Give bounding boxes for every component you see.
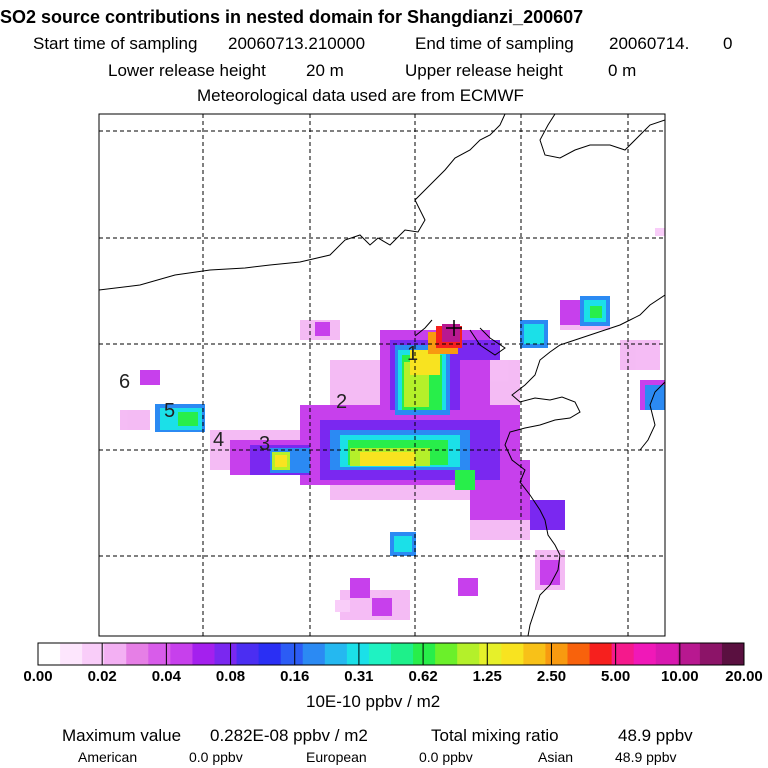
trajectory-labels: 1 2 3 4 5 6 — [119, 343, 418, 455]
concentration-field — [120, 228, 665, 620]
receptor-marker — [446, 320, 462, 336]
max-value-label: Maximum value — [62, 726, 182, 745]
trajectory-point: 4 — [213, 429, 224, 451]
total-mixing-label: Total mixing ratio — [431, 726, 559, 745]
trajectory-point: 1 — [407, 343, 418, 365]
trajectory-point: 5 — [164, 400, 175, 422]
trajectory-point: 2 — [336, 391, 347, 413]
colorbar-tick-label: 0.62 — [408, 668, 438, 685]
colorbar-tick-label: 0.00 — [23, 668, 53, 685]
max-value: 0.282E-08 ppbv / m2 — [210, 726, 368, 745]
trajectory-point: 3 — [259, 433, 270, 455]
european-value: 0.0 ppbv — [419, 749, 473, 765]
end-time-value: 20060714. — [609, 34, 690, 53]
american-value: 0.0 ppbv — [189, 749, 243, 765]
lower-height-value: 20 m — [306, 61, 344, 80]
colorbar-tick-label: 1.25 — [472, 668, 502, 685]
end-time-label: End time of sampling — [415, 34, 574, 53]
asian-label: Asian — [538, 749, 574, 765]
lower-height-label: Lower release height — [108, 61, 266, 80]
upper-height-label: Upper release height — [405, 61, 563, 80]
colorbar-unit: 10E-10 ppbv / m2 — [306, 692, 441, 711]
start-time-label: Start time of sampling — [33, 34, 198, 53]
map-frame — [98, 113, 666, 637]
coastlines — [99, 114, 665, 636]
total-mixing-value: 48.9 ppbv — [618, 726, 693, 745]
end-time-value2: 0 — [723, 34, 733, 53]
grid-lines — [99, 114, 665, 636]
colorbar-tick-label: 0.16 — [280, 668, 310, 685]
colorbar-tick-label: 5.00 — [601, 668, 631, 685]
colorbar-tick-label: 0.31 — [344, 668, 374, 685]
page-title: SO2 source contributions in nested domai… — [0, 7, 584, 27]
colorbar-tick-label: 0.08 — [215, 668, 246, 685]
trajectory-point: 6 — [119, 371, 130, 393]
colorbar-tick-label: 20.00 — [725, 668, 763, 685]
colorbar-tick-label: 2.50 — [536, 668, 567, 685]
colorbar-tick-label: 10.00 — [661, 668, 699, 685]
meteo-source-text: Meteorological data used are from ECMWF — [197, 86, 524, 105]
colorbar-tick-label: 0.04 — [151, 668, 181, 685]
american-label: American — [78, 749, 138, 765]
start-time-value: 20060713.210000 — [228, 34, 366, 53]
upper-height-value: 0 m — [608, 61, 637, 80]
european-label: European — [306, 749, 367, 765]
colorbar-tick-label: 0.02 — [87, 668, 117, 685]
asian-value: 48.9 ppbv — [615, 749, 677, 765]
